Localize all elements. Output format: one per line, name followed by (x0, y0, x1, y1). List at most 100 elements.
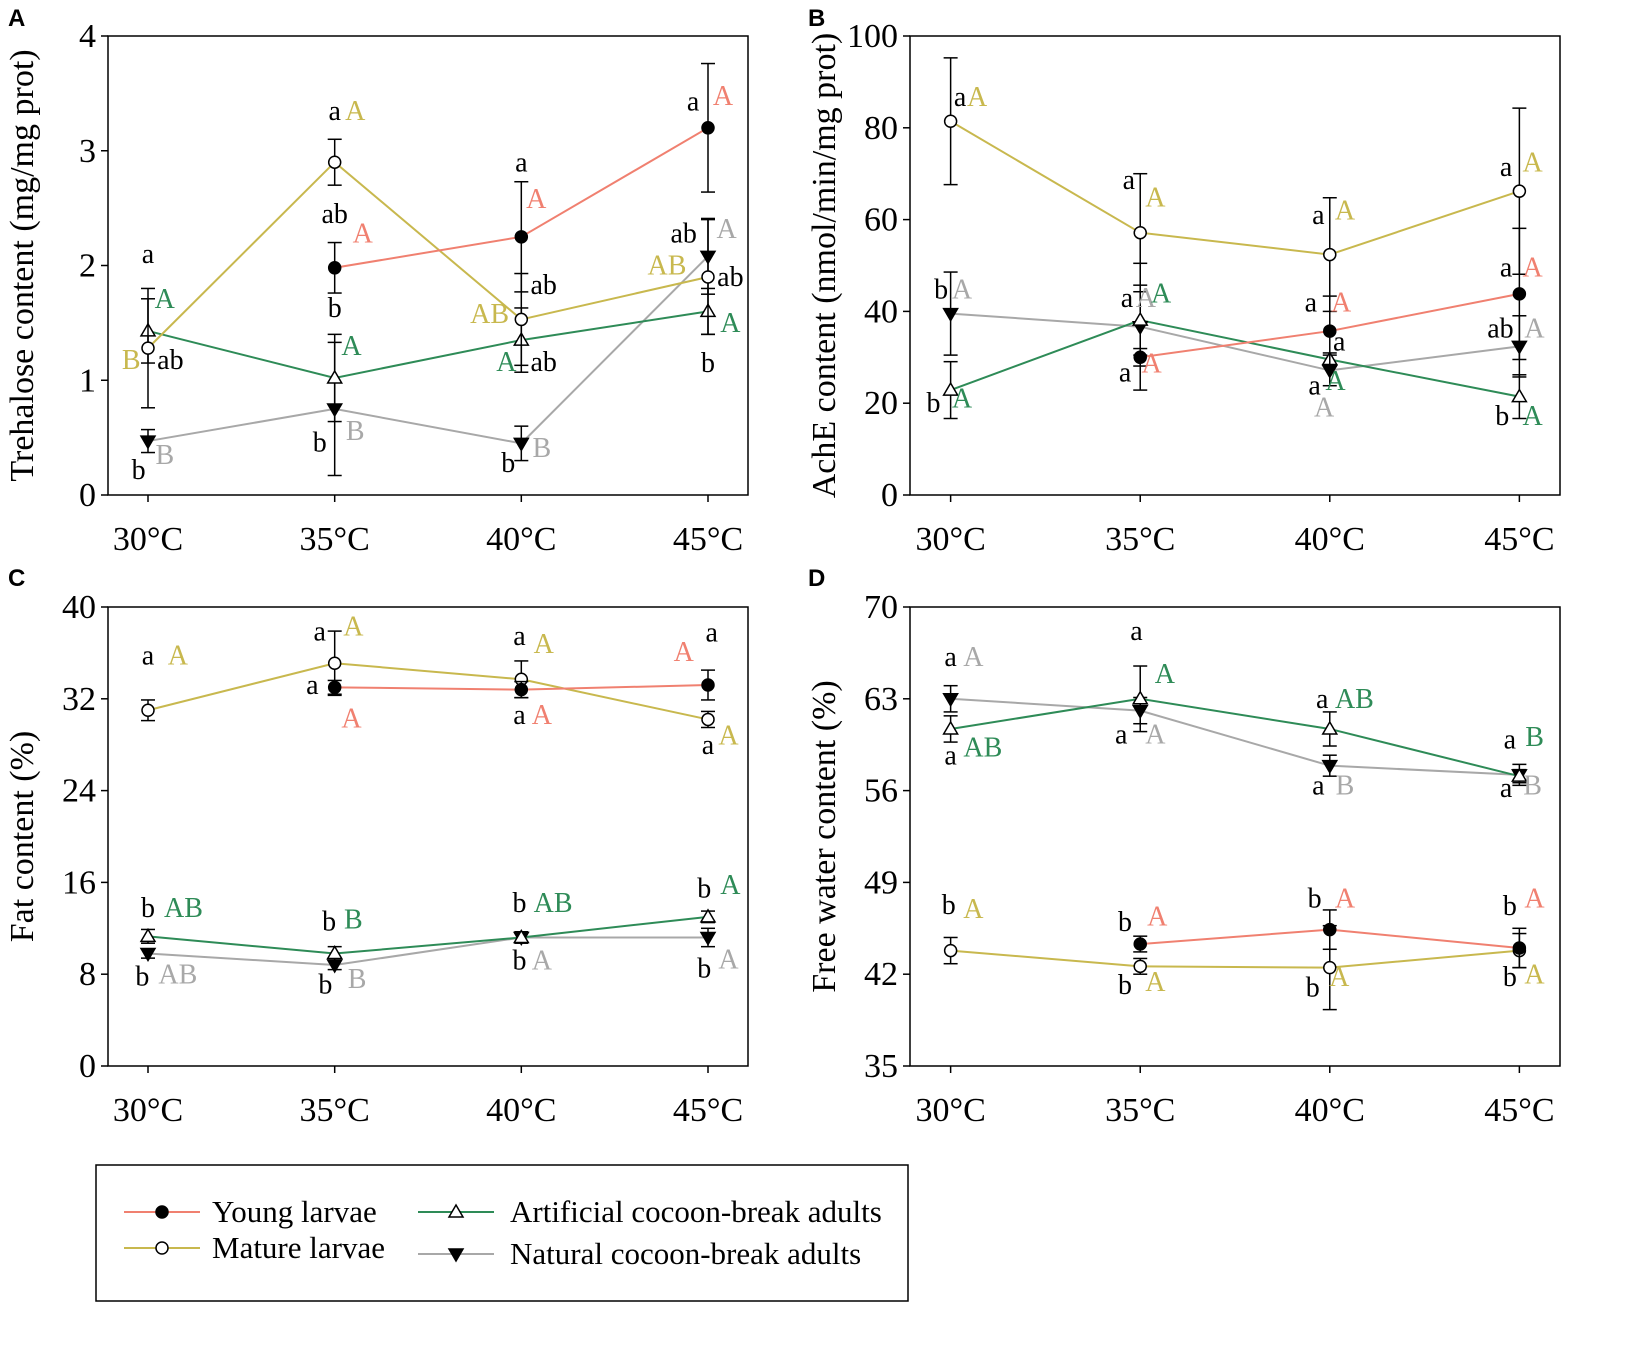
significance-letter: ab (530, 270, 556, 301)
significance-letter: a (1312, 771, 1325, 802)
significance-letter: b (697, 954, 711, 985)
significance-letter: b (512, 946, 526, 977)
series-artificial (950, 319, 1520, 398)
significance-letter: a (142, 239, 155, 270)
series-natural (147, 936, 708, 967)
legend-label: Artificial cocoon-break adults (510, 1194, 882, 1229)
data-point (942, 720, 959, 735)
series-line (950, 949, 1520, 969)
data-point (1131, 690, 1149, 705)
data-point (943, 114, 958, 128)
data-point (514, 312, 529, 327)
series-line (950, 319, 1520, 398)
significance-letter: A (1523, 148, 1544, 179)
y-tick-label: 42 (864, 956, 898, 993)
y-tick-label: 20 (864, 385, 898, 422)
significance-letter: A (341, 703, 362, 734)
y-axis-label: Fat content (%) (4, 731, 41, 943)
significance-letter: b (132, 455, 146, 486)
x-tick-label: 45°C (673, 1092, 743, 1129)
significance-letter: B (1523, 771, 1542, 802)
data-point (1511, 767, 1528, 782)
significance-letter: A (1136, 283, 1157, 314)
y-tick-label: 40 (62, 589, 96, 626)
significance-letter: A (1335, 196, 1356, 227)
significance-letter: B (344, 904, 363, 935)
significance-letter: a (513, 621, 526, 652)
data-point (513, 437, 530, 452)
plot-frame (909, 606, 1561, 1067)
data-point (1511, 388, 1528, 403)
data-point (326, 369, 343, 384)
significance-letter: ab (321, 199, 347, 230)
x-tick-label: 35°C (1105, 521, 1175, 558)
data-point (139, 947, 157, 963)
x-tick-label: 30°C (915, 521, 985, 558)
series-points-natural (139, 927, 717, 974)
panel-letter: D (808, 565, 825, 592)
significance-letter: a (954, 82, 967, 113)
significance-letter: b (501, 448, 515, 479)
significance-letter: A (1145, 182, 1166, 213)
significance-letter: B (346, 416, 365, 447)
data-point (139, 435, 157, 450)
data-point (699, 931, 717, 946)
x-tick-label: 40°C (486, 1092, 556, 1129)
significance-letter: B (533, 433, 552, 464)
significance-letter: A (720, 870, 741, 901)
significance-letter: A (534, 629, 555, 660)
significance-letter: b (512, 888, 526, 919)
significance-letter: a (1119, 357, 1132, 388)
y-axis-label: Free water content (%) (806, 680, 843, 992)
data-point (701, 678, 715, 692)
legend-label: Natural cocoon-break adults (510, 1236, 861, 1271)
significance-letter: b (135, 962, 149, 993)
significance-letter: A (1145, 719, 1166, 750)
data-point (1323, 922, 1337, 937)
data-point (1131, 311, 1149, 326)
significance-letter: B (1525, 722, 1544, 753)
significance-letter: A (1523, 252, 1544, 283)
significance-letter: A (1314, 392, 1335, 423)
significance-letter: a (306, 670, 319, 701)
series-natural (950, 312, 1520, 372)
y-tick-label: 2 (79, 248, 96, 285)
significance-letter: A (717, 214, 738, 245)
significance-letter: ab (530, 347, 556, 378)
significance-letter: b (697, 873, 711, 904)
x-tick-label: 45°C (1484, 521, 1554, 558)
significance-letter: A (713, 81, 734, 112)
data-point (327, 680, 342, 695)
series-points-natural (942, 262, 1528, 391)
data-point (141, 703, 155, 718)
series-points-natural (139, 217, 717, 477)
significance-letter: ab (157, 345, 183, 376)
significance-letter: AB (534, 888, 573, 919)
plot-frame (107, 606, 749, 1067)
significance-letter: A (967, 82, 988, 113)
y-tick-label: 49 (864, 864, 898, 901)
significance-letter: A (353, 219, 374, 250)
significance-letter: A (718, 721, 739, 752)
significance-letter: A (674, 637, 695, 668)
data-point (1512, 941, 1527, 955)
significance-letter: a (515, 147, 528, 178)
panel-letter: C (8, 565, 25, 592)
data-point (943, 943, 958, 958)
data-point (327, 656, 342, 670)
legend-marker (155, 1241, 169, 1255)
data-point (1512, 287, 1527, 301)
significance-letter: a (1130, 616, 1143, 647)
legend-label: Mature larvae (212, 1230, 385, 1265)
series-points-artificial (942, 284, 1528, 420)
series-natural (147, 255, 709, 445)
series-points-young (1133, 909, 1527, 969)
significance-letter: b (927, 388, 941, 419)
data-point (701, 270, 715, 284)
significance-letter: a (1308, 370, 1321, 401)
significance-letter: a (702, 730, 715, 761)
series-points-young (1133, 227, 1527, 367)
